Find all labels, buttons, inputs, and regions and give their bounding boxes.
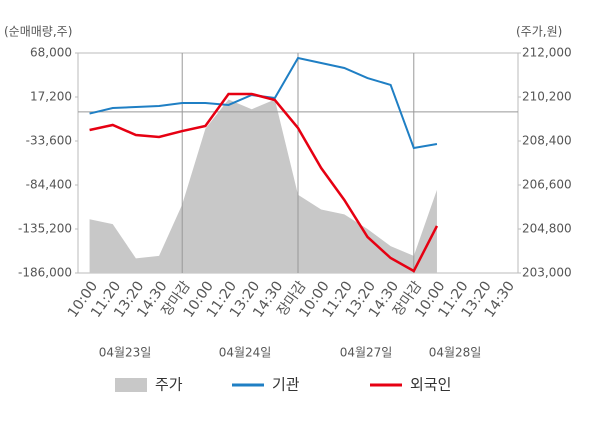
date-label: 04월23일 bbox=[99, 346, 152, 360]
legend-label: 주가 bbox=[155, 376, 183, 394]
y2-tick-label: 204,800 bbox=[522, 222, 572, 236]
date-label: 04월28일 bbox=[429, 346, 482, 360]
date-label: 04월24일 bbox=[219, 346, 272, 360]
price-area bbox=[89, 99, 437, 273]
series-line bbox=[89, 92, 439, 273]
date-label: 04월27일 bbox=[340, 346, 393, 360]
legend-label: 기관 bbox=[272, 376, 300, 394]
y-tick-label: -186,000 bbox=[18, 266, 72, 280]
y2-tick-label: 210,200 bbox=[522, 90, 572, 104]
y-tick-label: 17,200 bbox=[30, 90, 72, 104]
y2-tick-label: 203,000 bbox=[522, 266, 572, 280]
y-axis-title: (순매매량,주) bbox=[4, 25, 72, 39]
y2-tick-label: 212,000 bbox=[522, 46, 572, 60]
y-tick-label: -33,600 bbox=[26, 134, 72, 148]
y2-tick-label: 208,400 bbox=[522, 134, 572, 148]
y-tick-label: -84,400 bbox=[26, 178, 72, 192]
legend-swatch bbox=[115, 378, 147, 392]
y2-tick-label: 206,600 bbox=[522, 178, 572, 192]
y-tick-label: -135,200 bbox=[18, 222, 72, 236]
y-tick-label: 68,000 bbox=[30, 46, 72, 60]
y2-axis-title: (주가,원) bbox=[516, 25, 562, 39]
legend-label: 외국인 bbox=[410, 376, 451, 394]
